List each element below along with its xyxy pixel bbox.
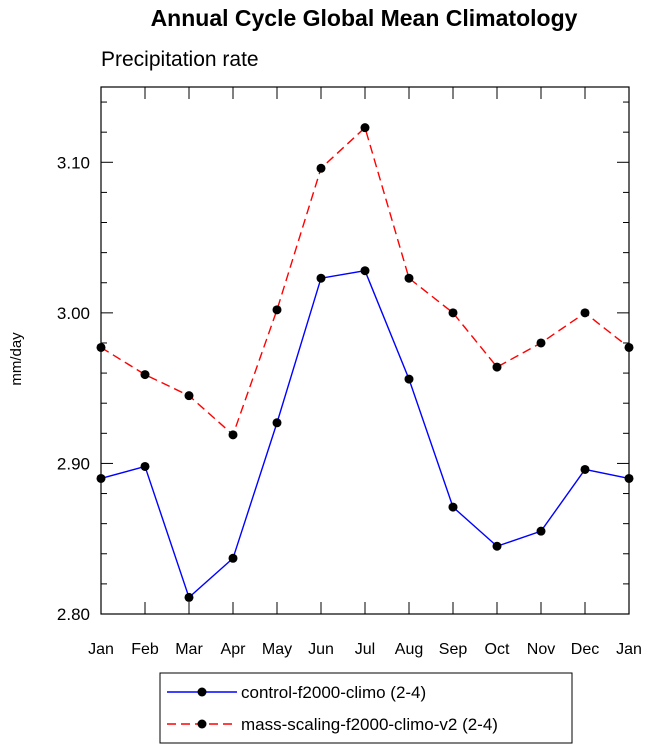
data-point — [404, 273, 414, 283]
legend: control-f2000-climo (2-4) mass-scaling-f2… — [159, 672, 573, 744]
data-point — [272, 305, 282, 315]
y-tick-label: 2.80 — [57, 605, 90, 624]
series-line — [100, 126, 630, 437]
data-point — [140, 461, 150, 471]
x-tick-label: Oct — [485, 641, 510, 658]
data-point — [96, 342, 106, 352]
series-line — [100, 269, 630, 599]
x-tick-label: Jul — [355, 641, 375, 658]
x-tick-label: Jan — [88, 641, 114, 658]
data-point — [316, 163, 326, 173]
x-tick-label: Jan — [616, 641, 642, 658]
data-point — [580, 464, 590, 474]
x-tick-label: Sep — [439, 641, 468, 658]
plot-frame — [100, 86, 630, 615]
data-point — [492, 541, 502, 551]
data-point — [184, 592, 194, 602]
x-tick-label: Dec — [571, 641, 599, 658]
axes: Jan Feb Mar Apr May Jun Jul Aug Sep Oct Nov Dec Jan 2… — [57, 86, 642, 658]
data-point — [448, 308, 458, 318]
legend-box — [159, 672, 573, 744]
data-point — [536, 338, 546, 348]
legend-label: mass-scaling-f2000-climo-v2 (2-4) — [241, 715, 498, 734]
data-point — [228, 430, 238, 440]
data-point — [140, 370, 150, 380]
data-point — [360, 123, 370, 133]
data-point — [536, 526, 546, 536]
x-tick-label: Feb — [131, 641, 159, 658]
series-2 — [96, 123, 634, 440]
data-point — [624, 342, 634, 352]
x-tick-label: Apr — [221, 641, 247, 658]
data-point — [228, 553, 238, 563]
data-point — [96, 473, 106, 483]
x-tick-label: Aug — [395, 641, 423, 658]
x-tick-label: Nov — [527, 641, 555, 658]
chart-subtitle: Precipitation rate — [101, 48, 259, 71]
data-point — [492, 362, 502, 372]
x-tick-label: Mar — [175, 641, 203, 658]
y-axis-label: mm/day — [8, 332, 25, 386]
data-point — [448, 502, 458, 512]
legend-entries: control-f2000-climo (2-4) mass-scaling-f2… — [167, 683, 498, 734]
y-tick-label: 3.10 — [57, 153, 90, 172]
data-point — [184, 391, 194, 401]
data-point — [272, 418, 282, 428]
legend-marker — [197, 687, 207, 697]
y-tick-label: 3.00 — [57, 304, 90, 323]
data-point — [404, 374, 414, 384]
series-layer — [96, 123, 634, 602]
legend-label: control-f2000-climo (2-4) — [241, 683, 426, 702]
legend-marker — [197, 719, 207, 729]
data-point — [624, 473, 634, 483]
legend-entry-1: control-f2000-climo (2-4) — [167, 683, 426, 702]
y-tick-label: 2.90 — [57, 454, 90, 473]
x-tick-label: Jun — [308, 641, 334, 658]
data-point — [580, 308, 590, 318]
series-1 — [96, 266, 634, 602]
chart-title: Annual Cycle Global Mean Climatology — [151, 5, 578, 31]
x-tick-label: May — [262, 641, 292, 658]
legend-entry-2: mass-scaling-f2000-climo-v2 (2-4) — [167, 715, 498, 734]
data-point — [316, 273, 326, 283]
data-point — [360, 266, 370, 276]
